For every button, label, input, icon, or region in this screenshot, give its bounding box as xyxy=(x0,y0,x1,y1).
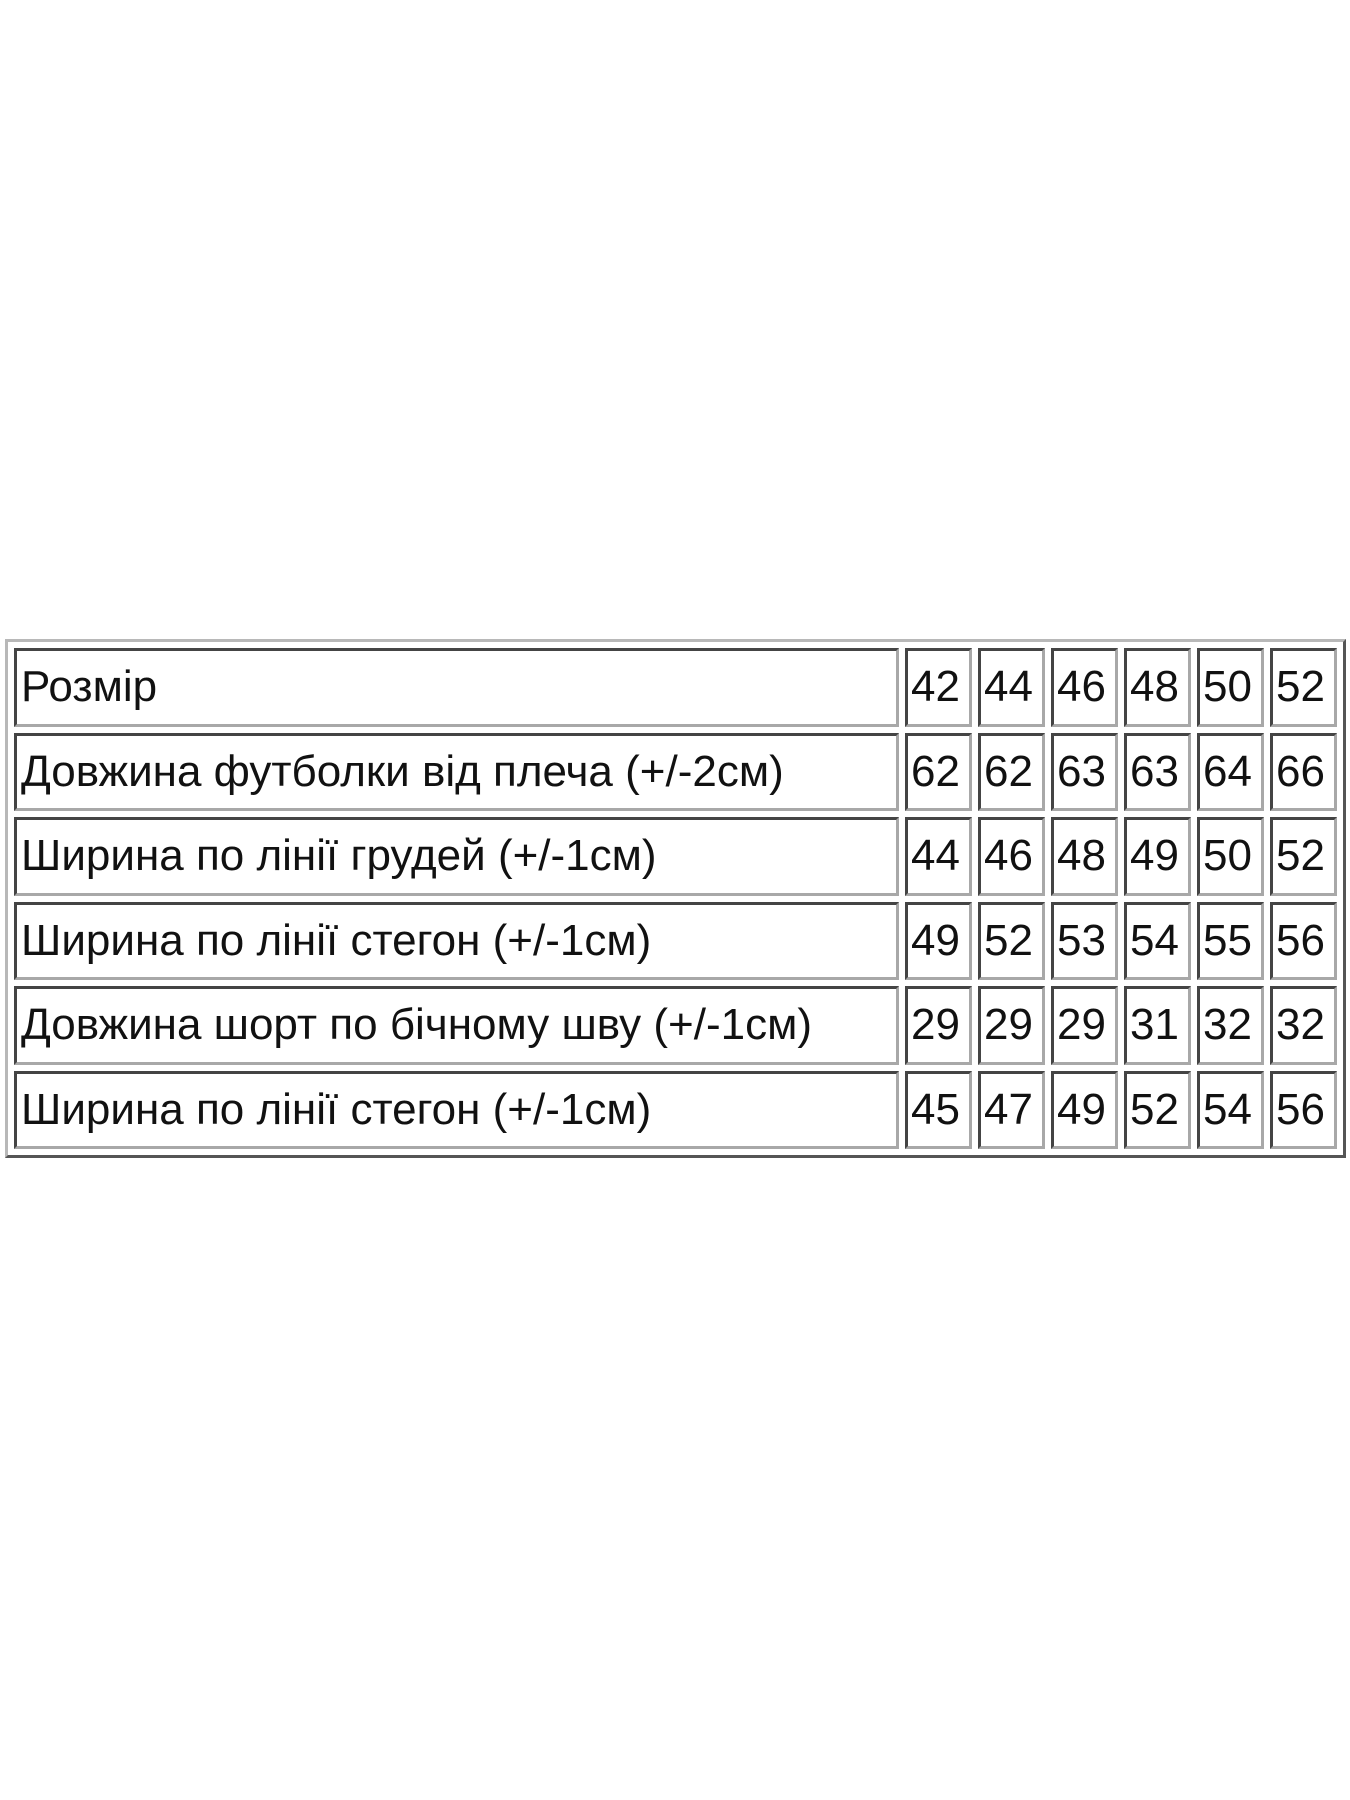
value-cell: 64 xyxy=(1197,732,1264,811)
value-cell: 32 xyxy=(1197,986,1264,1065)
value-cell: 32 xyxy=(1270,986,1337,1065)
header-row: Розмір 42 44 46 48 50 52 xyxy=(14,648,1337,727)
value-cell: 62 xyxy=(905,732,972,811)
table-row: Ширина по лінії стегон (+/-1см) 49 52 53 54 5… xyxy=(14,901,1337,980)
value-cell: 56 xyxy=(1270,1070,1337,1149)
value-cell: 29 xyxy=(1051,986,1118,1065)
value-cell: 56 xyxy=(1270,901,1337,980)
size-header-cell: 44 xyxy=(978,648,1045,727)
value-cell: 45 xyxy=(905,1070,972,1149)
value-cell: 31 xyxy=(1124,986,1191,1065)
size-chart-table: Розмір 42 44 46 48 50 52 Довжина футболки від п… xyxy=(5,639,1346,1158)
value-cell: 49 xyxy=(1124,817,1191,896)
value-cell: 29 xyxy=(978,986,1045,1065)
value-cell: 50 xyxy=(1197,817,1264,896)
value-cell: 52 xyxy=(1270,817,1337,896)
row-label: Довжина шорт по бічному шву (+/-1см) xyxy=(14,986,899,1065)
value-cell: 52 xyxy=(978,901,1045,980)
value-cell: 47 xyxy=(978,1070,1045,1149)
size-header-cell: 42 xyxy=(905,648,972,727)
row-label: Ширина по лінії стегон (+/-1см) xyxy=(14,901,899,980)
value-cell: 44 xyxy=(905,817,972,896)
value-cell: 46 xyxy=(978,817,1045,896)
value-cell: 52 xyxy=(1124,1070,1191,1149)
value-cell: 53 xyxy=(1051,901,1118,980)
value-cell: 29 xyxy=(905,986,972,1065)
size-header-cell: 50 xyxy=(1197,648,1264,727)
size-header-cell: 48 xyxy=(1124,648,1191,727)
table-row: Довжина шорт по бічному шву (+/-1см) 29 29… xyxy=(14,986,1337,1065)
value-cell: 63 xyxy=(1124,732,1191,811)
value-cell: 48 xyxy=(1051,817,1118,896)
value-cell: 49 xyxy=(905,901,972,980)
row-label: Ширина по лінії стегон (+/-1см) xyxy=(14,1070,899,1149)
value-cell: 63 xyxy=(1051,732,1118,811)
value-cell: 55 xyxy=(1197,901,1264,980)
size-header-cell: 46 xyxy=(1051,648,1118,727)
value-cell: 54 xyxy=(1124,901,1191,980)
value-cell: 66 xyxy=(1270,732,1337,811)
table-row: Ширина по лінії грудей (+/-1см) 44 46 48 49 5… xyxy=(14,817,1337,896)
table-row: Ширина по лінії стегон (+/-1см) 45 47 49 52 5… xyxy=(14,1070,1337,1149)
row-label: Розмір xyxy=(14,648,899,727)
table-row: Довжина футболки від плеча (+/-2см) 62 62 6… xyxy=(14,732,1337,811)
row-label: Ширина по лінії грудей (+/-1см) xyxy=(14,817,899,896)
value-cell: 49 xyxy=(1051,1070,1118,1149)
size-header-cell: 52 xyxy=(1270,648,1337,727)
value-cell: 62 xyxy=(978,732,1045,811)
row-label: Довжина футболки від плеча (+/-2см) xyxy=(14,732,899,811)
value-cell: 54 xyxy=(1197,1070,1264,1149)
